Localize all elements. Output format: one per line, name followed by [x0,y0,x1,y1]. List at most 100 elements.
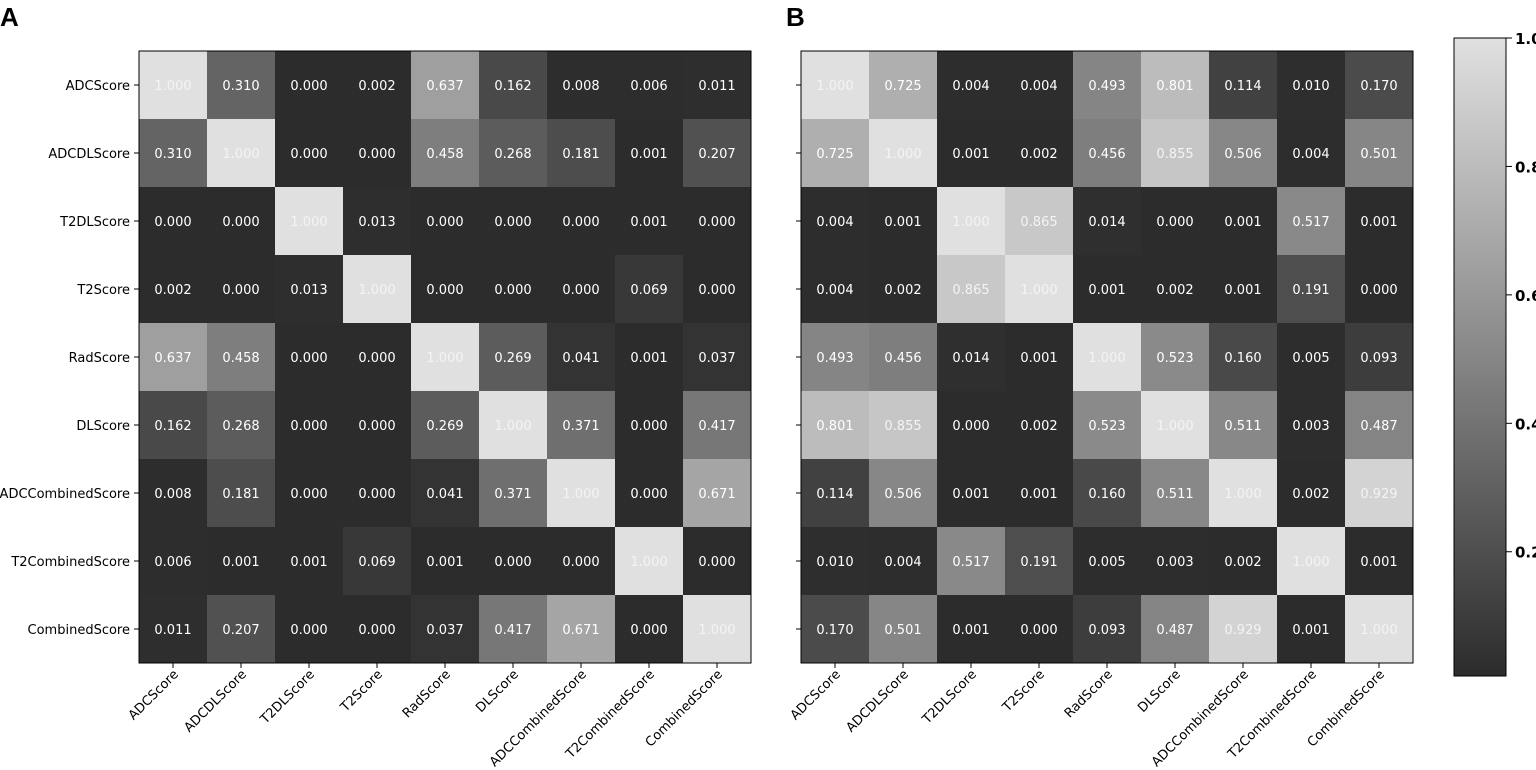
heatmap-b-cell-2-4 [1073,187,1141,255]
heatmap-b-cell-7-6 [1209,527,1277,595]
heatmap-b-cell-6-6 [1209,459,1277,527]
heatmap-b-value-4-3: 0.001 [1020,351,1057,366]
heatmap-b-value-8-1: 0.501 [884,623,921,638]
heatmap-b-value-4-4: 1.000 [1088,351,1125,366]
heatmap-b-cell-8-2 [937,595,1005,663]
colorbar-label-1: 0.4 [1515,415,1536,433]
heatmap-b-value-0-6: 0.114 [1224,79,1261,94]
heatmap-b-value-3-5: 0.002 [1156,283,1193,298]
heatmap-a-cell-3-0 [139,255,207,323]
heatmap-panel-b: 1.000 0.725 0.004 0.004 0.493 0.801 0.114 0.010… [788,50,1414,770]
heatmap-a-cell-4-8 [683,323,751,391]
heatmap-b-value-5-7: 0.003 [1292,419,1329,434]
heatmap-a-cell-8-0 [139,595,207,663]
colorbar-gradient [1453,37,1507,677]
heatmap-b-value-4-7: 0.005 [1292,351,1329,366]
heatmap-a-cell-8-6 [547,595,615,663]
heatmap-b-cell-2-7 [1277,187,1345,255]
heatmap-a-value-1-6: 0.181 [562,147,599,162]
heatmap-a-value-5-7: 0.000 [630,419,667,434]
heatmap-a-value-4-2: 0.000 [290,351,327,366]
heatmap-b-value-8-5: 0.487 [1156,623,1193,638]
heatmap-b-cell-7-5 [1141,527,1209,595]
heatmap-b-value-8-3: 0.000 [1020,623,1057,638]
heatmap-a-cell-6-0 [139,459,207,527]
heatmap-a-value-0-5: 0.162 [494,79,531,94]
heatmap-a-cell-3-1 [207,255,275,323]
heatmap-a-value-5-3: 0.000 [358,419,395,434]
heatmap-a-value-8-3: 0.000 [358,623,395,638]
heatmap-a-cell-8-5 [479,595,547,663]
heatmap-a-value-4-4: 1.000 [426,351,463,366]
heatmap-a-value-4-7: 0.001 [630,351,667,366]
heatmap-a-cell-7-2 [275,527,343,595]
heatmap-a-value-1-8: 0.207 [698,147,735,162]
heatmap-b-value-3-6: 0.001 [1224,283,1261,298]
heatmap-a-value-8-0: 0.011 [154,623,191,638]
heatmap-a-value-2-4: 0.000 [426,215,463,230]
heatmap-a-value-1-7: 0.001 [630,147,667,162]
heatmap-a-cell-0-2 [275,51,343,119]
heatmap-a-value-6-8: 0.671 [698,487,735,502]
heatmap-a-cell-1-2 [275,119,343,187]
heatmap-b-cell-2-8 [1345,187,1413,255]
heatmap-b-value-3-2: 0.865 [952,283,989,298]
heatmap-a-value-6-0: 0.008 [154,487,191,502]
heatmap-b-cell-8-1 [869,595,937,663]
heatmap-a-cell-8-1 [207,595,275,663]
heatmap-a-cell-5-5 [479,391,547,459]
heatmap-b-cell-8-7 [1277,595,1345,663]
heatmap-b-value-5-8: 0.487 [1360,419,1397,434]
heatmap-b-value-1-6: 0.506 [1224,147,1261,162]
heatmap-a-cell-2-2 [275,187,343,255]
heatmap-b-cell-7-2 [937,527,1005,595]
heatmap-a-value-0-4: 0.637 [426,79,463,94]
panel-label-a: A [0,2,19,32]
heatmap-b-value-6-5: 0.511 [1156,487,1193,502]
heatmap-a-value-2-8: 0.000 [698,215,735,230]
heatmap-a-cell-4-5 [479,323,547,391]
heatmap-b-cell-8-5 [1141,595,1209,663]
heatmap-a-cell-5-6 [547,391,615,459]
heatmap-a-value-5-5: 1.000 [494,419,531,434]
heatmap-b-cell-5-5 [1141,391,1209,459]
heatmap-a-y-label-0: ADCScore [66,79,130,94]
heatmap-b-value-2-7: 0.517 [1292,215,1329,230]
heatmap-a-value-3-8: 0.000 [698,283,735,298]
heatmap-a-cell-2-0 [139,187,207,255]
heatmap-a-value-7-8: 0.000 [698,555,735,570]
heatmap-b-cell-5-1 [869,391,937,459]
heatmap-b-cell-0-4 [1073,51,1141,119]
heatmap-a-value-2-0: 0.000 [154,215,191,230]
heatmap-panel-a: 1.000 0.310 0.000 0.002 0.637 0.162 0.008 0.006… [0,50,752,770]
heatmap-b-cell-6-0 [801,459,869,527]
heatmap-b-value-6-2: 0.001 [952,487,989,502]
heatmap-a-y-label-7: T2CombinedScore [10,555,130,570]
heatmap-b-cell-0-3 [1005,51,1073,119]
heatmap-b-cell-7-7 [1277,527,1345,595]
heatmap-b-value-6-3: 0.001 [1020,487,1057,502]
heatmap-a-cell-5-8 [683,391,751,459]
heatmap-a-value-2-5: 0.000 [494,215,531,230]
heatmap-a-value-4-8: 0.037 [698,351,735,366]
heatmap-a-value-3-3: 1.000 [358,283,395,298]
heatmap-b-cell-0-5 [1141,51,1209,119]
heatmap-b-value-0-8: 0.170 [1360,79,1397,94]
heatmap-a-value-0-1: 0.310 [222,79,259,94]
heatmap-a-cell-3-2 [275,255,343,323]
heatmap-a-value-3-5: 0.000 [494,283,531,298]
heatmap-b-cell-3-5 [1141,255,1209,323]
heatmap-b-cell-5-3 [1005,391,1073,459]
heatmap-b-value-8-2: 0.001 [952,623,989,638]
heatmap-b-cell-7-8 [1345,527,1413,595]
heatmap-b-value-7-1: 0.004 [884,555,921,570]
heatmap-b-value-4-0: 0.493 [816,351,853,366]
heatmap-b-cell-2-0 [801,187,869,255]
heatmap-b-value-7-7: 1.000 [1292,555,1329,570]
colorbar-label-3: 0.8 [1515,158,1536,176]
heatmap-a-value-7-3: 0.069 [358,555,395,570]
heatmap-a-value-4-1: 0.458 [222,351,259,366]
heatmap-b-cell-3-7 [1277,255,1345,323]
heatmap-b-cell-8-6 [1209,595,1277,663]
heatmap-b-value-6-8: 0.929 [1360,487,1397,502]
